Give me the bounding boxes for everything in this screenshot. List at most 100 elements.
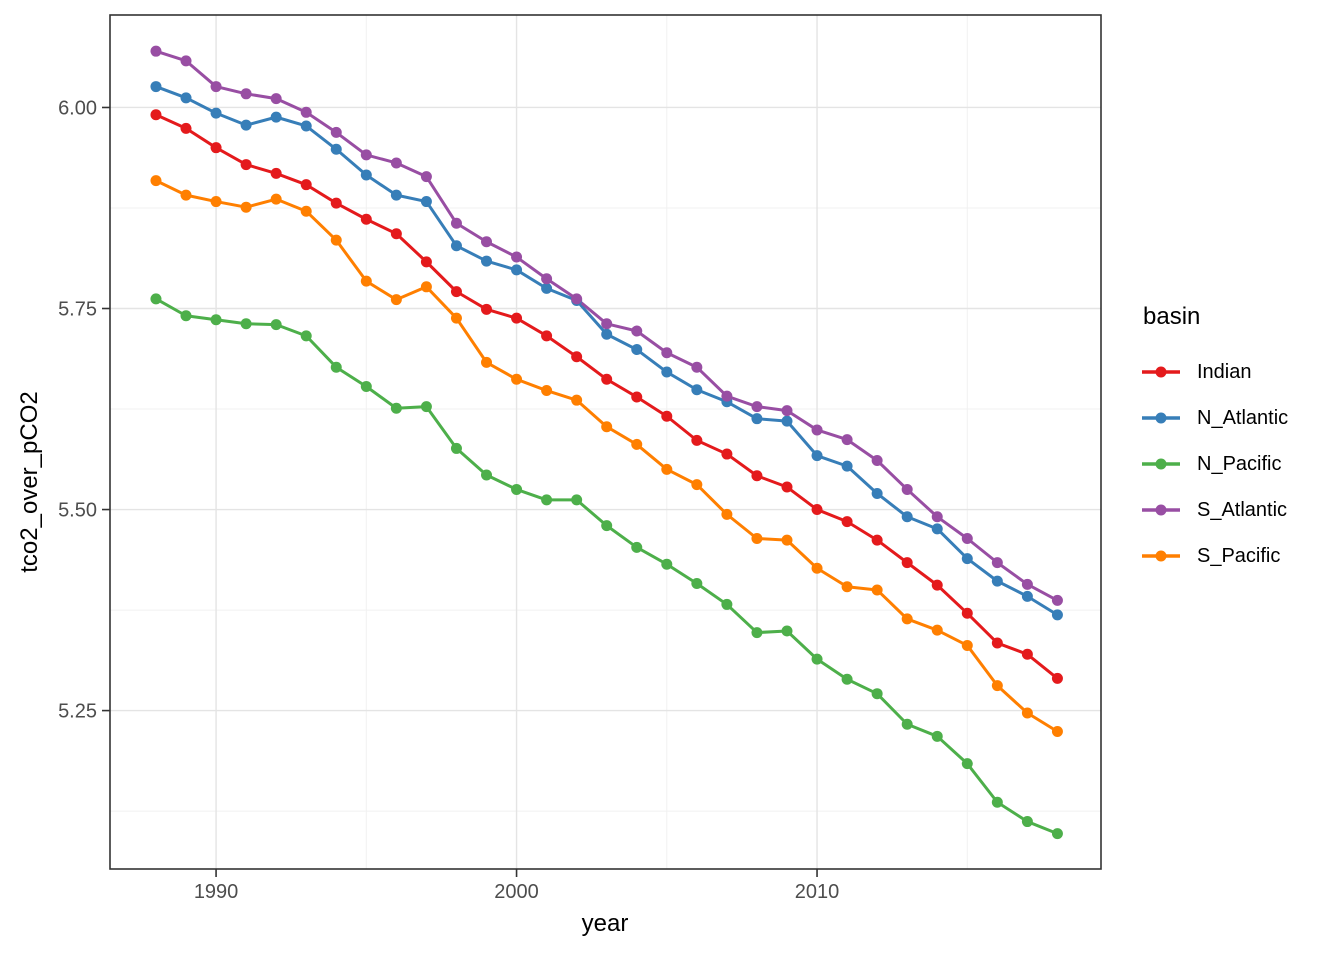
data-point-N_Pacific-2017 <box>1021 816 1033 828</box>
data-point-S_Atlantic-2005 <box>661 347 673 359</box>
data-point-Indian-2001 <box>541 330 553 342</box>
series-points <box>150 45 1063 840</box>
y-axis-title: tco2_over_pCO2 <box>16 391 43 573</box>
data-point-N_Pacific-2004 <box>631 541 643 553</box>
data-point-Indian-2013 <box>901 557 913 569</box>
data-point-N_Pacific-1997 <box>420 401 432 413</box>
x-axis-title: year <box>581 910 629 937</box>
data-point-S_Atlantic-1997 <box>420 171 432 183</box>
data-point-N_Atlantic-1994 <box>330 143 342 155</box>
data-point-Indian-1997 <box>420 256 432 268</box>
data-point-S_Pacific-2014 <box>931 624 943 636</box>
data-point-S_Pacific-2012 <box>871 584 883 596</box>
data-point-S_Pacific-1992 <box>270 193 282 205</box>
axis-ticks-and-labels: 1990 2000 2010 5.25 5.50 5.75 6.00 <box>58 97 839 903</box>
data-point-S_Pacific-2009 <box>781 534 793 546</box>
data-point-S_Atlantic-2000 <box>511 251 523 263</box>
legend-items: Indian N_Atlantic N_Pacific S_Atlantic S_Pac… <box>1141 349 1288 579</box>
data-point-S_Atlantic-1996 <box>390 157 402 169</box>
data-point-S_Atlantic-2011 <box>841 434 853 446</box>
data-point-N_Atlantic-1990 <box>210 107 222 119</box>
y-tick-label: 6.00 <box>58 97 97 119</box>
data-point-Indian-1993 <box>300 179 312 191</box>
legend-label: N_Pacific <box>1197 452 1282 475</box>
data-point-N_Pacific-1992 <box>270 319 282 331</box>
data-point-S_Atlantic-1989 <box>180 55 192 67</box>
data-point-N_Atlantic-1988 <box>150 81 162 93</box>
data-point-S_Atlantic-2003 <box>601 318 613 330</box>
data-point-Indian-2007 <box>721 448 733 460</box>
data-point-Indian-2018 <box>1051 672 1063 684</box>
data-point-S_Atlantic-1993 <box>300 106 312 118</box>
data-point-N_Atlantic-2004 <box>631 344 643 356</box>
data-point-N_Pacific-2016 <box>991 796 1003 808</box>
data-point-S_Atlantic-2010 <box>811 424 823 436</box>
data-point-S_Pacific-1997 <box>420 281 432 293</box>
data-point-N_Atlantic-1998 <box>450 240 462 252</box>
data-point-S_Pacific-1989 <box>180 189 192 201</box>
data-point-Indian-1992 <box>270 167 282 179</box>
data-point-N_Pacific-2008 <box>751 627 763 639</box>
data-point-N_Pacific-2013 <box>901 718 913 730</box>
data-point-Indian-1994 <box>330 197 342 209</box>
data-point-N_Atlantic-2009 <box>781 415 793 427</box>
data-point-S_Pacific-1999 <box>481 356 493 368</box>
data-point-N_Pacific-2006 <box>691 578 703 590</box>
data-point-S_Atlantic-2007 <box>721 390 733 402</box>
legend-item-N_Pacific: N_Pacific <box>1141 441 1288 487</box>
data-point-N_Atlantic-2014 <box>931 523 943 535</box>
data-point-N_Atlantic-1995 <box>360 169 372 181</box>
panel-border <box>109 14 1102 870</box>
data-point-S_Pacific-2017 <box>1021 707 1033 719</box>
data-point-N_Pacific-1998 <box>450 442 462 454</box>
data-point-N_Pacific-1994 <box>330 361 342 373</box>
data-point-N_Pacific-2010 <box>811 653 823 665</box>
data-point-S_Atlantic-1991 <box>240 88 252 100</box>
legend-label: N_Atlantic <box>1197 406 1289 429</box>
data-point-N_Pacific-1996 <box>390 402 402 414</box>
legend-item-N_Atlantic: N_Atlantic <box>1141 395 1288 441</box>
y-tick-label: 5.50 <box>58 500 97 522</box>
data-point-S_Atlantic-1995 <box>360 149 372 161</box>
data-point-Indian-2012 <box>871 534 883 546</box>
data-point-S_Pacific-2000 <box>511 373 523 385</box>
data-point-S_Pacific-1993 <box>300 205 312 217</box>
data-point-S_Pacific-1990 <box>210 196 222 208</box>
data-point-S_Atlantic-1990 <box>210 81 222 93</box>
data-point-N_Atlantic-2011 <box>841 460 853 472</box>
data-point-N_Pacific-2009 <box>781 625 793 637</box>
panel-background <box>110 15 1101 869</box>
legend-key-icon <box>1142 504 1180 516</box>
data-point-Indian-1991 <box>240 159 252 171</box>
data-point-N_Pacific-2000 <box>511 483 523 495</box>
data-point-N_Pacific-2002 <box>571 494 583 506</box>
data-point-Indian-2006 <box>691 434 703 446</box>
data-point-N_Atlantic-1997 <box>420 196 432 208</box>
data-point-Indian-2010 <box>811 504 823 516</box>
data-point-S_Atlantic-2013 <box>901 483 913 495</box>
data-point-S_Atlantic-1992 <box>270 93 282 105</box>
data-point-S_Atlantic-2006 <box>691 361 703 373</box>
data-point-Indian-2016 <box>991 637 1003 649</box>
data-point-S_Pacific-2007 <box>721 508 733 520</box>
x-tick-label: 2000 <box>494 881 539 903</box>
data-point-Indian-2015 <box>961 607 973 619</box>
data-point-S_Pacific-1996 <box>390 294 402 306</box>
data-point-N_Pacific-1995 <box>360 381 372 393</box>
data-point-Indian-2003 <box>601 373 613 385</box>
data-point-N_Atlantic-2013 <box>901 511 913 523</box>
data-point-Indian-1999 <box>481 303 493 315</box>
data-point-S_Pacific-2005 <box>661 463 673 475</box>
data-point-N_Atlantic-2017 <box>1021 590 1033 602</box>
legend-item-S_Atlantic: S_Atlantic <box>1141 487 1288 533</box>
legend-item-S_Pacific: S_Pacific <box>1141 533 1288 579</box>
legend-key-icon <box>1142 366 1180 378</box>
data-point-N_Atlantic-1993 <box>300 120 312 132</box>
data-point-S_Atlantic-2002 <box>571 293 583 305</box>
data-point-S_Atlantic-2008 <box>751 401 763 413</box>
data-point-N_Atlantic-2016 <box>991 575 1003 587</box>
legend: basin Indian N_Atlantic N_Pacific S_Atlanti… <box>1141 303 1288 579</box>
data-point-N_Pacific-2003 <box>601 520 613 532</box>
